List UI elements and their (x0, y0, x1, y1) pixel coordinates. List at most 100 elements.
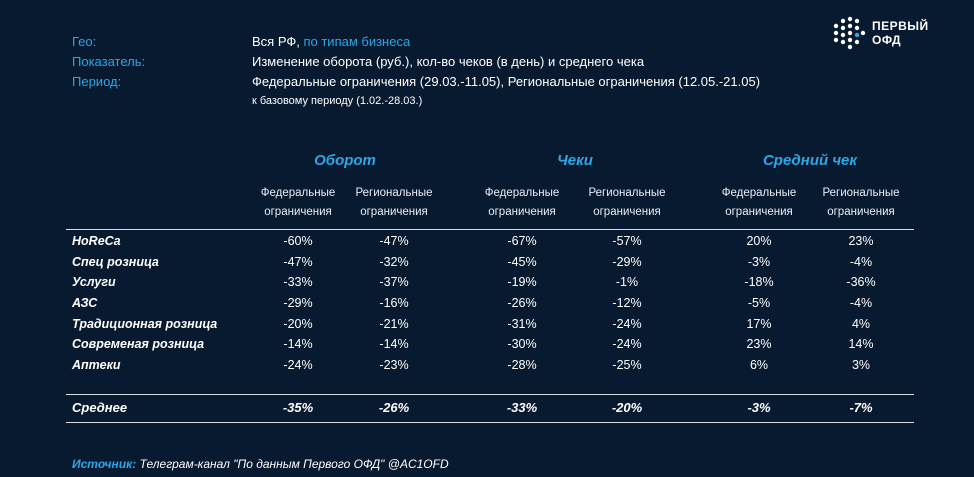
table-top-divider (66, 229, 914, 230)
cell: -29% (612, 254, 642, 269)
table-row: АЗС -29% -16% -26% -12% -5% -4% (66, 294, 914, 315)
cell: -37% (379, 275, 409, 290)
subheader-line: ограничения (488, 206, 556, 218)
group-header-checks: Чеки (557, 152, 593, 169)
subheader-avg-regional: Региональные ограничения (806, 184, 916, 222)
group-header-turnover: Оборот (314, 152, 376, 169)
cell: -30% (507, 337, 537, 352)
logo-dots-icon (833, 16, 866, 50)
average-cell: -20% (611, 400, 643, 415)
average-cell: -7% (849, 400, 873, 415)
cell: 14% (848, 337, 874, 352)
cell: -18% (744, 275, 774, 290)
cell: 3% (851, 358, 871, 373)
cell: 20% (746, 234, 772, 248)
cell: -32% (379, 254, 409, 269)
cell: -45% (507, 254, 537, 269)
cell: -47% (379, 234, 409, 248)
average-row: Среднее -35% -26% -33% -20% -3% -7% (66, 399, 914, 419)
subheader-line: ограничения (360, 206, 428, 218)
cell: -29% (283, 296, 313, 311)
cell: -20% (283, 316, 313, 331)
period-row: Период: Федеральные ограничения (29.03.-… (72, 72, 760, 92)
subheader-avg-federal: Федеральные ограничения (704, 184, 814, 222)
table-bottom-divider (66, 422, 914, 423)
subheader-line: ограничения (593, 206, 661, 218)
cell: -14% (283, 337, 313, 352)
subheader-line: Региональные (822, 187, 900, 199)
meta-block: Гео: Вся РФ, по типам бизнеса Показатель… (72, 32, 760, 111)
table-row: HoReCa -60% -47% -67% -57% 20% 23% (66, 232, 914, 253)
row-name: АЗС (72, 296, 98, 311)
cell: -12% (612, 296, 642, 311)
cell: -19% (507, 275, 537, 290)
cell: -16% (379, 296, 409, 311)
table-row: Традиционная розница -20% -21% -31% -24%… (66, 315, 914, 336)
average-cell: -33% (506, 400, 538, 415)
cell: -3% (747, 254, 771, 269)
row-name: Традиционная розница (72, 316, 218, 331)
cell: -14% (379, 337, 409, 352)
subheader-line: Региональные (588, 187, 666, 199)
group-header-avg-check: Средний чек (762, 152, 858, 169)
logo-line2: ОФД (872, 33, 902, 47)
indicator-value: Изменение оборота (руб.), кол-во чеков (… (252, 54, 645, 69)
logo-text: ПЕРВЫЙ ОФД (872, 19, 929, 47)
geo-value-text: Вся РФ, (252, 34, 300, 49)
source-note: Источник: Телеграм-канал "По данным Перв… (72, 457, 449, 471)
cell: -4% (849, 296, 873, 311)
average-cell: -35% (282, 400, 314, 415)
average-divider (66, 394, 914, 395)
average-cell: -3% (747, 400, 771, 415)
cell: -23% (379, 358, 409, 373)
cell: -33% (283, 275, 313, 290)
subheader-line: Федеральные (484, 187, 560, 199)
source-label: Источник: (72, 457, 137, 471)
cell: -24% (612, 316, 642, 331)
cell: -5% (747, 296, 771, 311)
table-row: Спец розница -47% -32% -45% -29% -3% -4% (66, 253, 914, 274)
cell: -4% (849, 254, 873, 269)
period-label: Период: (72, 74, 122, 89)
cell: 23% (848, 234, 874, 248)
logo-line1: ПЕРВЫЙ (872, 19, 929, 33)
cell: 17% (746, 316, 772, 331)
subheader-turnover-regional: Региональные ограничения (339, 184, 449, 222)
table-row: Современая розница -14% -14% -30% -24% 2… (66, 335, 914, 356)
row-name: Современая розница (72, 337, 205, 352)
cell: -28% (507, 358, 537, 373)
subheader-checks-federal: Федеральные ограничения (467, 184, 577, 222)
row-name: Услуги (72, 275, 116, 290)
cell: -24% (612, 337, 642, 352)
subheader-line: ограничения (264, 206, 332, 218)
indicator-label: Показатель: (72, 54, 146, 69)
source-text: Телеграм-канал "По данным Первого ОФД" @… (139, 457, 449, 471)
cell: -31% (507, 316, 537, 331)
period-value: Федеральные ограничения (29.03.-11.05), … (252, 74, 761, 89)
cell: -47% (283, 254, 313, 269)
table-row: Услуги -33% -37% -19% -1% -18% -36% (66, 273, 914, 294)
geo-label: Гео: (72, 34, 97, 49)
row-name: Аптеки (72, 358, 121, 373)
logo: ПЕРВЫЙ ОФД (832, 16, 929, 50)
geo-row: Гео: Вся РФ, по типам бизнеса (72, 32, 760, 52)
subheader-line: ограничения (827, 206, 895, 218)
cell: -24% (283, 358, 313, 373)
row-name: Спец розница (72, 254, 159, 269)
data-table: HoReCa -60% -47% -67% -57% 20% 23% Спец … (66, 232, 914, 377)
subheader-line: Федеральные (721, 187, 797, 199)
subheader-checks-regional: Региональные ограничения (572, 184, 682, 222)
cell: -57% (612, 234, 642, 248)
geo-business-link[interactable]: по типам бизнеса (303, 34, 411, 49)
row-name: HoReCa (72, 234, 121, 248)
geo-value: Вся РФ, по типам бизнеса (252, 32, 410, 52)
cell: 6% (749, 358, 769, 373)
average-label: Среднее (72, 400, 128, 415)
subheader-line: ограничения (725, 206, 793, 218)
period-subtitle: к базовому периоду (1.02.-28.03.) (252, 95, 423, 107)
cell: -21% (379, 316, 409, 331)
cell: -60% (283, 234, 313, 248)
cell: -36% (846, 275, 876, 290)
cell: -67% (507, 234, 537, 248)
table-row: Аптеки -24% -23% -28% -25% 6% 3% (66, 356, 914, 377)
